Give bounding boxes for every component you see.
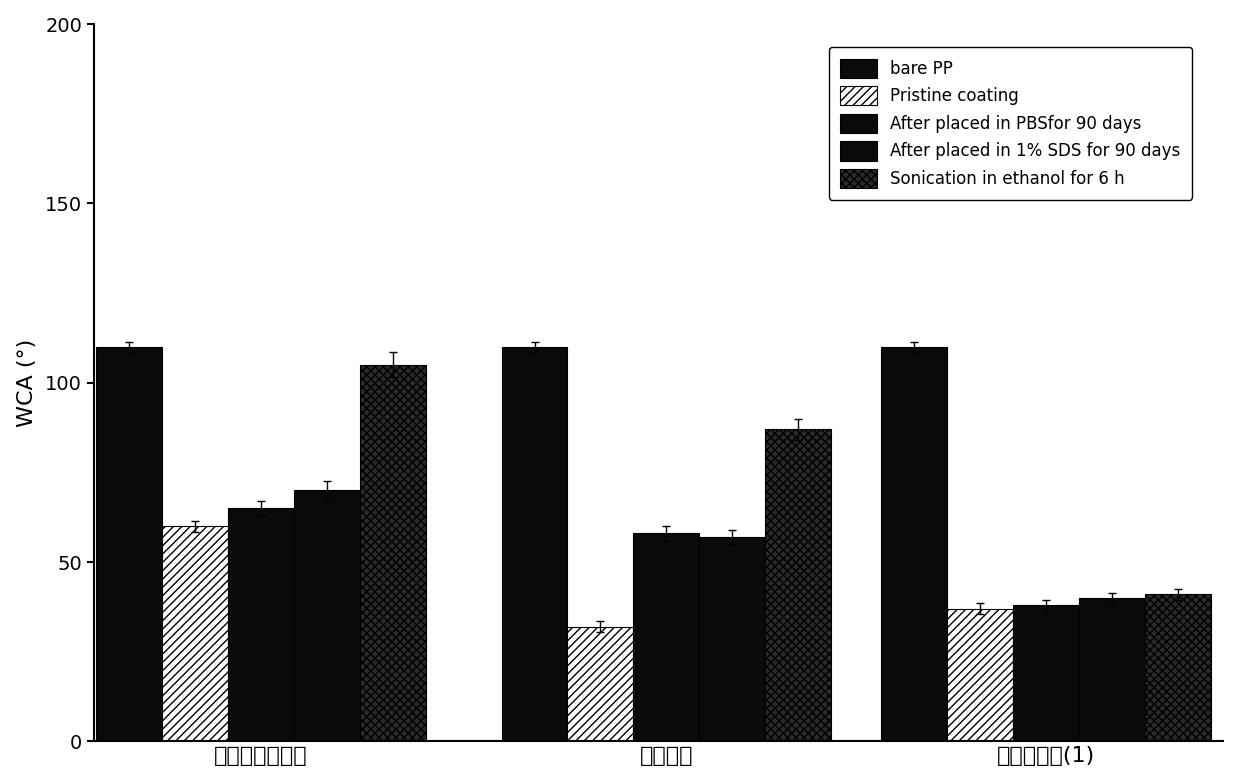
Bar [765,429,831,742]
Y-axis label: WCA (°): WCA (°) [16,339,37,427]
Bar [1145,594,1210,742]
Bar [634,533,699,742]
Bar [1013,605,1079,742]
Bar [1079,598,1145,742]
Bar [882,347,947,742]
Bar [502,347,568,742]
Bar [699,537,765,742]
Bar [947,608,1013,742]
Bar [294,490,360,742]
Bar [162,526,228,742]
Bar [97,347,162,742]
Bar [568,626,634,742]
Bar [228,508,294,742]
Legend: bare PP, Pristine coating, After placed in PBSfor 90 days, After placed in 1% SD: bare PP, Pristine coating, After placed … [828,47,1193,200]
Bar [360,365,425,742]
